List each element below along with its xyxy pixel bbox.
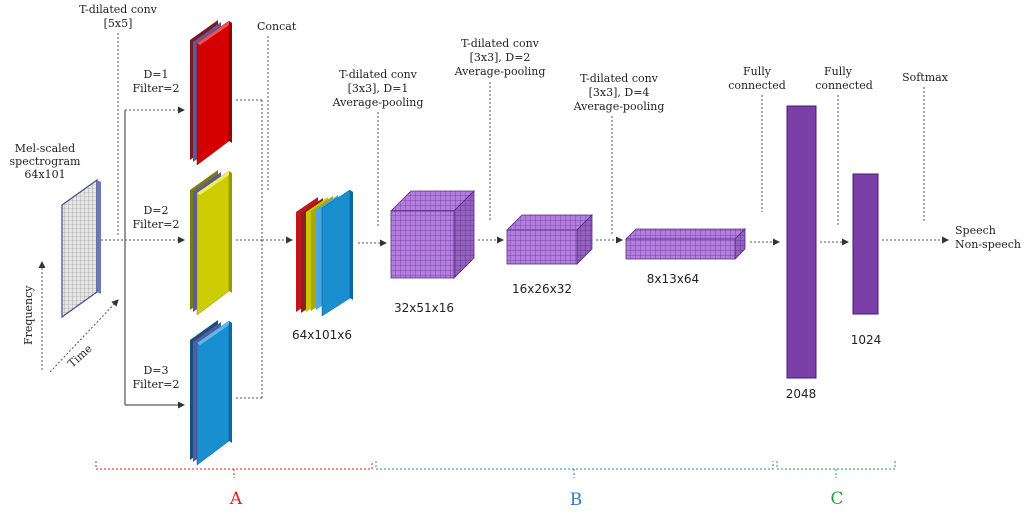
input-title-line-2: spectrogram: [10, 155, 82, 168]
time-axis-label: Time: [65, 342, 94, 370]
output-speech-label: Speech: [955, 224, 996, 237]
branch-3-feature-maps: [190, 320, 232, 466]
softmax-label: Softmax: [902, 71, 949, 84]
conv-1-label-line-3: Average-pooling: [332, 96, 424, 109]
fc-1-label-line-2: connected: [728, 79, 786, 92]
input-title-line-1: Mel-scaled: [15, 142, 75, 155]
section-b-label: B: [570, 490, 583, 510]
conv-3-label-line-2: [3x3], D=4: [589, 86, 650, 99]
fc-2-label-line-1: Fully: [824, 65, 853, 78]
branch-3-label-filter: Filter=2: [132, 378, 179, 391]
output-nonspeech-label: Non-speech: [955, 238, 1021, 251]
concatenated-feature-stack: [296, 189, 353, 317]
branch-2-feature-maps: [190, 170, 232, 316]
conv-3-dim-label: 8x13x64: [647, 272, 699, 286]
conv-3-label-line-1: T-dilated conv: [580, 72, 659, 85]
fc-2-dim-label: 1024: [851, 333, 882, 347]
section-c-label: C: [830, 489, 843, 509]
concat-dim-label: 64x101x6: [292, 328, 352, 342]
concat-label: Concat: [257, 20, 297, 33]
branch-2-label-filter: Filter=2: [132, 218, 179, 231]
conv-2-label-line-3: Average-pooling: [454, 65, 546, 78]
conv-2-label-line-2: [3x3], D=2: [470, 51, 531, 64]
conv-1-dim-label: 32x51x16: [394, 301, 454, 315]
branch-2-label-d: D=2: [143, 204, 168, 217]
fc-1-layer: [786, 105, 817, 379]
branch-header-line-1: T-dilated conv: [79, 3, 158, 16]
conv-1-label-line-2: [3x3], D=1: [348, 82, 409, 95]
input-spectrogram: [61, 178, 101, 319]
fc-2-layer: [852, 173, 879, 315]
branch-3-label-d: D=3: [143, 364, 168, 377]
conv-2-volume: [506, 214, 593, 265]
conv-1-volume: [390, 190, 475, 279]
frequency-axis-label: Frequency: [22, 285, 35, 345]
section-a-label: A: [229, 489, 243, 509]
fc-1-dim-label: 2048: [786, 387, 817, 401]
conv-2-label-line-1: T-dilated conv: [461, 37, 540, 50]
branch-1-label-d: D=1: [143, 68, 168, 81]
fc-2-label-line-2: connected: [815, 79, 873, 92]
conv-3-label-line-3: Average-pooling: [573, 100, 665, 113]
branch-1-label-filter: Filter=2: [132, 82, 179, 95]
branch-header-line-2: [5x5]: [104, 17, 133, 30]
input-title-line-3: 64x101: [24, 168, 65, 181]
section-a-bracket: [95, 461, 373, 478]
conv-1-label-line-1: T-dilated conv: [339, 68, 418, 81]
fc-1-label-line-1: Fully: [743, 65, 772, 78]
branch-1-feature-maps: [190, 20, 232, 166]
section-c-bracket: [776, 461, 896, 478]
conv-3-volume: [625, 228, 746, 260]
section-b-bracket: [375, 461, 774, 478]
time-axis-arrow: [49, 299, 119, 373]
conv-2-dim-label: 16x26x32: [512, 282, 572, 296]
